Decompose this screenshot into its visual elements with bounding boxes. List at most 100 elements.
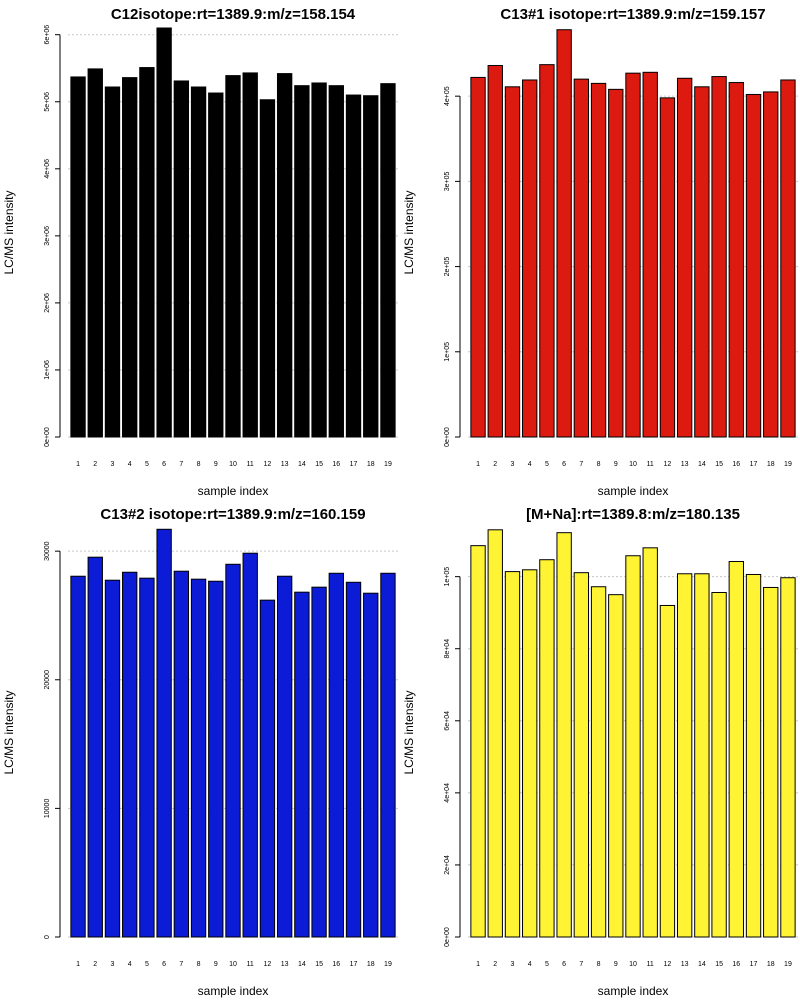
- panel-title: [M+Na]:rt=1389.8:m/z=180.135: [526, 506, 740, 523]
- y-tick-label: 1e+05: [444, 567, 451, 587]
- bar: [694, 573, 710, 938]
- x-tick-label: 10: [629, 961, 637, 968]
- bar: [70, 76, 86, 438]
- x-axis-label: sample index: [598, 984, 669, 998]
- x-tick-label: 5: [145, 461, 149, 468]
- bar: [608, 594, 624, 938]
- x-axis-label: sample index: [598, 484, 669, 498]
- bar: [139, 577, 155, 938]
- x-tick-label: 14: [698, 461, 706, 468]
- bar: [522, 79, 538, 438]
- y-tick-label: 3e+05: [444, 171, 451, 191]
- x-tick-label: 9: [614, 461, 618, 468]
- x-tick-label: 5: [145, 961, 149, 968]
- bar: [345, 581, 362, 938]
- x-tick-label: 16: [732, 961, 740, 968]
- bar: [242, 72, 258, 438]
- y-tick-label: 4e+05: [444, 86, 451, 106]
- x-tick-label: 6: [162, 961, 166, 968]
- x-tick-label: 15: [315, 461, 323, 468]
- bar: [539, 559, 555, 938]
- x-tick-label: 10: [629, 461, 637, 468]
- bar: [294, 591, 310, 938]
- bar: [294, 85, 310, 438]
- bar: [711, 592, 727, 938]
- bar: [676, 77, 693, 438]
- x-tick-label: 1: [476, 461, 480, 468]
- x-tick-label: 11: [647, 961, 654, 968]
- bar: [190, 578, 207, 938]
- x-tick-label: 12: [664, 961, 672, 968]
- bar: [208, 580, 224, 938]
- x-tick-label: 12: [264, 961, 272, 968]
- x-tick-label: 7: [179, 961, 183, 968]
- x-tick-label: 2: [493, 961, 497, 968]
- y-tick-label: 8e+04: [444, 639, 451, 659]
- x-tick-label: 16: [732, 461, 740, 468]
- y-tick-label: 10000: [44, 799, 51, 819]
- x-tick-label: 18: [367, 961, 375, 968]
- bar: [380, 572, 396, 938]
- x-tick-label: 1: [76, 961, 80, 968]
- x-tick-label: 10: [229, 961, 237, 968]
- bar: [694, 86, 710, 438]
- x-tick-label: 13: [681, 961, 689, 968]
- bar: [504, 86, 521, 438]
- bar: [311, 82, 327, 438]
- x-tick-label: 7: [179, 461, 183, 468]
- x-tick-label: 17: [750, 961, 758, 968]
- x-tick-label: 14: [298, 461, 306, 468]
- bar: [173, 80, 190, 438]
- x-tick-label: 3: [111, 961, 115, 968]
- y-tick-label: 6e+04: [444, 711, 451, 731]
- x-tick-label: 17: [350, 461, 358, 468]
- x-tick-label: 2: [493, 461, 497, 468]
- y-axis-label: LC/MS intensity: [402, 690, 416, 774]
- bar: [156, 27, 172, 438]
- bar: [573, 572, 590, 938]
- x-tick-label: 13: [281, 961, 289, 968]
- bar: [556, 29, 572, 438]
- bar: [590, 586, 607, 938]
- y-tick-label: 2e+05: [444, 257, 451, 277]
- x-tick-label: 1: [76, 461, 80, 468]
- x-tick-label: 5: [545, 461, 549, 468]
- bar: [676, 573, 693, 938]
- bar: [470, 545, 486, 938]
- x-tick-label: 16: [332, 961, 340, 968]
- x-tick-label: 14: [298, 961, 306, 968]
- x-tick-label: 7: [579, 961, 583, 968]
- y-tick-label: 2e+06: [44, 293, 51, 313]
- y-tick-label: 6e+06: [44, 25, 51, 45]
- bar: [276, 575, 293, 938]
- bar: [122, 77, 138, 438]
- bar: [104, 579, 121, 938]
- x-tick-label: 3: [511, 961, 515, 968]
- y-tick-label: 0e+00: [444, 927, 451, 947]
- x-tick-label: 6: [562, 461, 566, 468]
- bar: [608, 88, 624, 438]
- bar: [728, 561, 744, 938]
- x-tick-label: 4: [528, 961, 532, 968]
- x-tick-label: 3: [111, 461, 115, 468]
- bar: [242, 552, 258, 938]
- bar: [728, 82, 744, 438]
- y-tick-label: 1e+05: [444, 342, 451, 362]
- y-tick-label: 20000: [44, 670, 51, 690]
- x-tick-label: 17: [750, 461, 758, 468]
- panel-title: C13#2 isotope:rt=1389.9:m/z=160.159: [100, 506, 365, 523]
- bar: [573, 78, 590, 438]
- x-tick-label: 16: [332, 461, 340, 468]
- bar: [659, 604, 676, 938]
- y-tick-label: 4e+06: [44, 159, 51, 179]
- y-tick-label: 0e+00: [444, 427, 451, 447]
- x-tick-label: 9: [614, 961, 618, 968]
- x-tick-label: 1: [476, 961, 480, 968]
- x-tick-label: 4: [128, 961, 132, 968]
- panel-title: C12isotope:rt=1389.9:m/z=158.154: [111, 6, 356, 23]
- x-tick-label: 4: [128, 461, 132, 468]
- x-tick-label: 15: [315, 961, 323, 968]
- bar: [487, 529, 503, 938]
- y-axis-label: LC/MS intensity: [2, 190, 16, 274]
- x-tick-label: 8: [597, 961, 601, 968]
